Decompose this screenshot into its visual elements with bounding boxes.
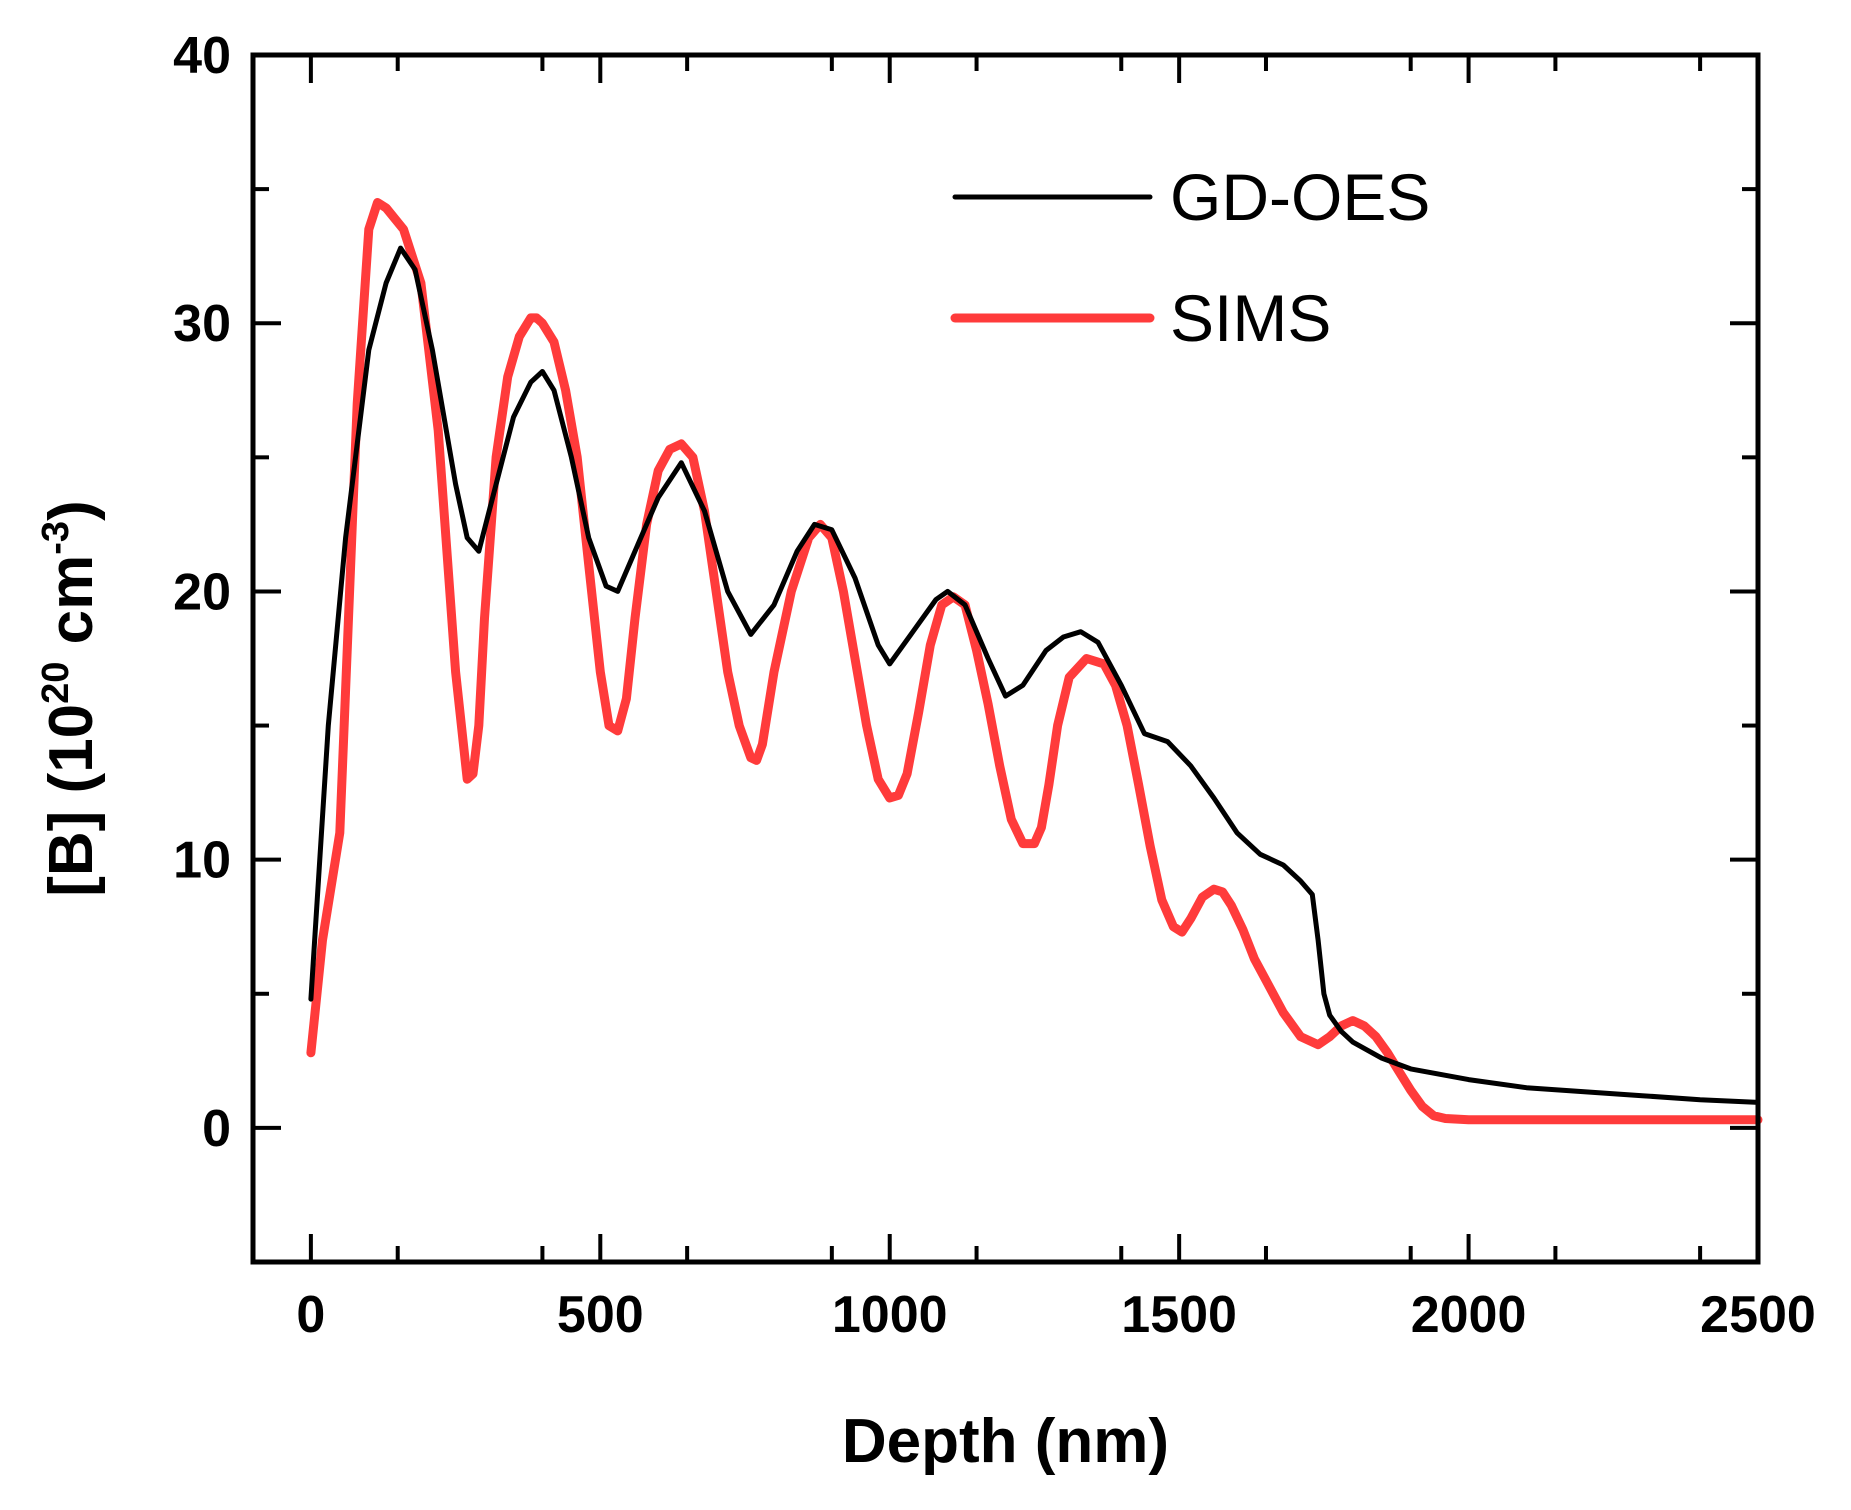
legend: GD-OES SIMS <box>950 160 1430 355</box>
x-axis-title: Depth (nm) <box>842 1407 1169 1476</box>
y-tick-label: 0 <box>202 1100 231 1158</box>
data-series <box>306 198 1763 1125</box>
x-tick-labels: 0 500 1000 1500 2000 2500 <box>296 1286 1815 1344</box>
y-tick-label: 30 <box>173 295 231 353</box>
x-tick-label: 500 <box>557 1286 644 1344</box>
x-tick-label: 2000 <box>1411 1286 1527 1344</box>
y-axis-title-suffix: ) <box>37 500 106 521</box>
y-tick-label: 10 <box>173 832 231 890</box>
y-tick-label: 40 <box>173 27 231 85</box>
x-tick-label: 1500 <box>1121 1286 1237 1344</box>
series-line-sims <box>306 198 1763 1125</box>
x-tick-label: 2500 <box>1700 1286 1816 1344</box>
plot-frame <box>250 52 1761 1265</box>
y-axis-title-unit: cm <box>37 555 106 662</box>
x-tick-label: 1000 <box>832 1286 948 1344</box>
y-axis-title-prefix: [B] (10 <box>37 704 106 897</box>
y-axis-title-exponent-1: 20 <box>35 662 77 704</box>
x-tick-label: 0 <box>296 1286 325 1344</box>
y-tick-labels: 0 10 20 30 40 <box>173 27 231 1158</box>
y-axis-title: [B] (1020 cm-3) <box>35 500 106 896</box>
legend-label-gd-oes: GD-OES <box>1170 160 1430 234</box>
y-axis-title-exponent-2: -3 <box>35 521 77 555</box>
series-line-gd-oes <box>308 245 1761 1105</box>
legend-label-sims: SIMS <box>1170 281 1331 355</box>
y-tick-label: 20 <box>173 563 231 621</box>
